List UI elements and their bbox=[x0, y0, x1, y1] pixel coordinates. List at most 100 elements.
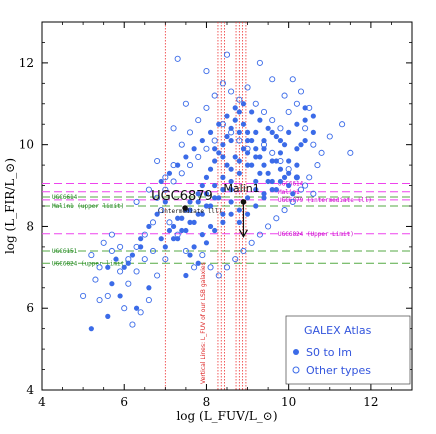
point-other-types bbox=[162, 256, 169, 263]
point-s0-to-im bbox=[253, 203, 259, 209]
point-other-types bbox=[244, 84, 251, 91]
point-s0-to-im bbox=[236, 219, 242, 225]
legend: GALEX Atlas S0 to Im Other types bbox=[285, 315, 411, 385]
point-s0-to-im bbox=[199, 232, 205, 238]
point-s0-to-im bbox=[203, 203, 210, 209]
point-s0-to-im bbox=[224, 113, 230, 119]
point-s0-to-im bbox=[220, 174, 226, 180]
point-other-types bbox=[269, 117, 276, 124]
point-s0-to-im bbox=[236, 109, 242, 115]
point-other-types bbox=[219, 80, 226, 87]
point-other-types bbox=[182, 100, 189, 107]
point-other-types bbox=[170, 178, 177, 185]
point-s0-to-im bbox=[228, 178, 234, 185]
point-other-types bbox=[121, 305, 128, 312]
point-other-types bbox=[318, 149, 325, 156]
point-s0-to-im bbox=[220, 154, 226, 160]
point-s0-to-im bbox=[154, 211, 160, 217]
point-s0-to-im bbox=[257, 170, 263, 176]
point-other-types bbox=[302, 182, 309, 189]
point-s0-to-im bbox=[175, 236, 181, 242]
horizontal-line-label: UGC6824 (Upper Limit) bbox=[278, 231, 354, 238]
point-s0-to-im bbox=[261, 146, 267, 152]
point-s0-to-im bbox=[220, 142, 226, 148]
point-s0-to-im bbox=[261, 191, 267, 197]
x-tick-label: 12 bbox=[363, 395, 378, 409]
point-s0-to-im bbox=[207, 166, 214, 172]
y-tick-label: 12 bbox=[19, 56, 34, 70]
point-s0-to-im bbox=[240, 101, 247, 107]
y-axis-label: log (L_FIR/L_⊙) bbox=[3, 158, 17, 254]
point-s0-to-im bbox=[261, 195, 267, 201]
point-s0-to-im bbox=[298, 142, 304, 148]
horizontal-line-label: UGC6151 bbox=[52, 248, 78, 255]
point-other-types bbox=[162, 174, 169, 181]
point-s0-to-im bbox=[249, 109, 255, 115]
point-other-types bbox=[100, 239, 107, 246]
point-other-types bbox=[293, 100, 300, 107]
point-other-types bbox=[203, 104, 210, 111]
point-s0-to-im bbox=[105, 264, 111, 270]
label-malin1: Malin1 bbox=[223, 182, 259, 195]
horizontal-line-label: UGC6879 (intermediate lll) bbox=[278, 197, 372, 204]
point-other-types bbox=[248, 239, 255, 246]
point-s0-to-im bbox=[220, 219, 226, 225]
point-s0-to-im bbox=[269, 178, 275, 185]
point-other-types bbox=[199, 252, 206, 259]
point-s0-to-im bbox=[294, 162, 300, 168]
point-s0-to-im bbox=[220, 187, 226, 193]
point-other-types bbox=[265, 223, 272, 230]
vertical-lines-label: Vertical Lines: L_FUV of our LSB galaxie… bbox=[200, 262, 207, 384]
point-other-types bbox=[211, 137, 218, 144]
point-other-types bbox=[149, 219, 157, 226]
y-tick-label: 6 bbox=[26, 301, 34, 315]
point-s0-to-im bbox=[265, 170, 271, 176]
point-other-types bbox=[203, 145, 210, 152]
point-s0-to-im bbox=[249, 137, 255, 144]
point-s0-to-im bbox=[175, 215, 181, 221]
point-other-types bbox=[256, 59, 263, 66]
horizontal-line-label: UGC6824 (upper limit) bbox=[52, 260, 128, 267]
point-s0-to-im bbox=[170, 236, 177, 242]
point-s0-to-im bbox=[175, 162, 181, 168]
point-s0-to-im bbox=[228, 125, 234, 131]
point-other-types bbox=[141, 231, 148, 238]
point-s0-to-im bbox=[228, 166, 234, 172]
point-other-types bbox=[133, 198, 140, 205]
point-other-types bbox=[178, 170, 185, 177]
point-s0-to-im bbox=[286, 182, 292, 189]
point-s0-to-im bbox=[191, 219, 197, 225]
point-other-types bbox=[158, 207, 165, 214]
point-s0-to-im bbox=[240, 146, 247, 152]
point-other-types bbox=[141, 256, 148, 263]
point-other-types bbox=[306, 174, 313, 181]
point-other-types bbox=[285, 166, 292, 173]
point-s0-to-im bbox=[232, 154, 238, 160]
point-s0-to-im bbox=[195, 211, 201, 217]
point-other-types bbox=[223, 51, 231, 58]
annotations: UGC6879 (intermediate lll) Malin1 bbox=[151, 182, 260, 238]
point-other-types bbox=[223, 264, 231, 271]
point-other-types bbox=[80, 292, 87, 300]
point-other-types bbox=[133, 268, 140, 275]
point-other-types bbox=[137, 309, 144, 316]
point-s0-to-im bbox=[269, 187, 275, 193]
point-s0-to-im bbox=[244, 195, 251, 201]
point-s0-to-im bbox=[158, 236, 164, 242]
point-s0-to-im bbox=[212, 158, 218, 164]
point-s0-to-im bbox=[199, 137, 205, 144]
point-other-types bbox=[117, 268, 124, 275]
point-other-types bbox=[215, 272, 222, 279]
point-s0-to-im bbox=[236, 158, 242, 164]
point-s0-to-im bbox=[187, 219, 193, 225]
note-ugc6879: (intermediate lll) bbox=[157, 208, 222, 215]
point-other-types bbox=[269, 76, 276, 83]
point-other-types bbox=[297, 88, 305, 95]
point-s0-to-im bbox=[212, 146, 218, 152]
point-s0-to-im bbox=[109, 281, 115, 287]
point-other-types bbox=[306, 104, 313, 111]
point-s0-to-im bbox=[203, 191, 210, 197]
point-s0-to-im bbox=[228, 137, 234, 144]
point-s0-to-im bbox=[146, 285, 152, 291]
point-other-types bbox=[129, 321, 136, 328]
